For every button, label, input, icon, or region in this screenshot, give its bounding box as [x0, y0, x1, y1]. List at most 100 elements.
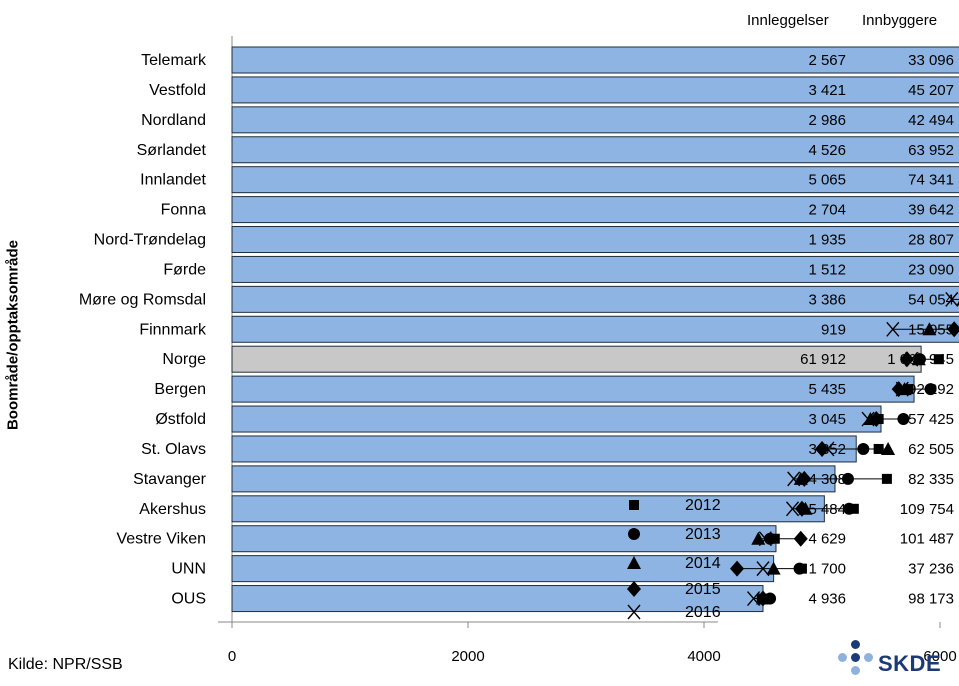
innbyggere-value: 109 754	[900, 501, 954, 518]
innleggelser-value: 2 986	[808, 112, 846, 129]
marker-circle	[843, 502, 856, 515]
bar	[231, 226, 959, 254]
marker-triangle	[751, 531, 766, 545]
innbyggere-value: 82 335	[908, 471, 954, 488]
marker-x	[758, 531, 772, 547]
innleggelser-value: 3 045	[808, 411, 846, 428]
bar	[231, 555, 775, 583]
marker-circle	[924, 383, 937, 396]
category-label: St. Olavs	[141, 441, 206, 458]
category-label: Vestre Viken	[116, 531, 206, 548]
category-label: UNN	[171, 561, 206, 578]
logo-dot	[851, 666, 860, 675]
marker-circle	[793, 562, 806, 575]
innleggelser-value: 61 912	[800, 351, 846, 368]
category-label: Østfold	[155, 411, 206, 428]
innleggelser-value: 3 421	[808, 82, 846, 99]
marker-diamond	[756, 590, 770, 607]
marker-circle	[857, 442, 870, 455]
marker-triangle	[922, 322, 937, 336]
marker-square	[933, 354, 944, 365]
marker-x	[756, 561, 770, 577]
innbyggere-value: 37 236	[908, 561, 954, 578]
innbyggere-value: 57 425	[908, 411, 954, 428]
bar	[231, 166, 959, 194]
bar	[231, 495, 825, 523]
marker-x	[787, 471, 801, 487]
legend-marker-square	[629, 500, 639, 510]
innleggelser-value: 4 629	[808, 531, 846, 548]
y-axis-label: Boområde/opptaksområde	[4, 239, 22, 431]
innleggelser-value: 3 386	[808, 291, 846, 308]
innleggelser-value: 1 935	[808, 232, 846, 249]
bar	[231, 136, 959, 164]
innbyggere-value: 45 207	[908, 82, 954, 99]
innbyggere-value: 98 173	[908, 591, 954, 608]
bar	[231, 405, 882, 433]
innbyggere-value: 15 055	[908, 321, 954, 338]
category-label: Akershus	[139, 501, 206, 518]
logo-dot	[851, 653, 860, 662]
innleggelser-value: 3 352	[808, 441, 846, 458]
marker-circle	[897, 413, 910, 426]
marker-square	[881, 473, 892, 484]
innleggelser-value: 1 700	[808, 561, 846, 578]
legend-label: 2016	[685, 604, 721, 621]
bar	[231, 255, 959, 283]
innleggelser-value: 919	[821, 321, 846, 338]
legend-marker-x	[627, 604, 641, 620]
logo-dot	[851, 640, 860, 649]
innbyggere-value: 33 096	[908, 52, 954, 69]
marker-x	[905, 351, 919, 367]
x-tick-label: 2000	[451, 648, 484, 665]
marker-square	[873, 443, 884, 454]
legend-label: 2012	[685, 497, 721, 514]
innleggelser-value: 2 567	[808, 52, 846, 69]
legend-label: 2015	[685, 581, 721, 598]
marker-diamond	[730, 560, 745, 577]
marker-diamond	[869, 411, 884, 428]
innleggelser-value: 2 704	[808, 202, 846, 219]
bar	[231, 435, 857, 463]
marker-x	[945, 291, 959, 307]
innleggelser-value: 5 484	[808, 501, 846, 518]
innleggelser-value: 1 512	[808, 261, 846, 278]
bar	[231, 76, 959, 104]
category-label: Førde	[163, 261, 206, 278]
category-label: Bergen	[154, 381, 206, 398]
marker-triangle	[956, 300, 959, 306]
category-label: Fonna	[161, 202, 206, 219]
legend-label: 2014	[685, 555, 721, 572]
category-label: OUS	[171, 591, 206, 608]
innleggelser-value: 4 526	[808, 142, 846, 159]
innbyggere-value: 101 487	[900, 531, 954, 548]
innleggelser-value: 4 308	[808, 471, 846, 488]
category-label: Innlandet	[140, 172, 206, 189]
marker-x	[895, 381, 909, 397]
legend-marker-diamond	[627, 581, 641, 597]
marker-diamond	[793, 530, 808, 547]
innbyggere-value: 92 292	[908, 381, 954, 398]
innbyggere-value: 54 054	[908, 291, 954, 308]
marker-diamond	[947, 321, 959, 338]
bar	[231, 585, 764, 613]
category-label: Norge	[162, 351, 206, 368]
x-tick-label: 0	[228, 648, 236, 665]
x-tick-label: 4000	[687, 648, 720, 665]
marker-diamond	[794, 500, 809, 517]
marker-triangle	[881, 441, 896, 455]
category-label: Telemark	[141, 52, 207, 69]
innbyggere-value: 39 642	[908, 202, 954, 219]
marker-triangle	[911, 352, 926, 366]
innbyggere-value: 23 090	[908, 261, 954, 278]
marker-diamond	[797, 470, 812, 487]
bar	[231, 106, 959, 134]
bar	[231, 525, 777, 553]
category-label: Sørlandet	[137, 142, 207, 159]
marker-x	[747, 591, 761, 607]
legend-label: 2013	[685, 526, 721, 543]
source-note: Kilde: NPR/SSB	[8, 656, 123, 673]
category-label: Nordland	[141, 112, 206, 129]
legend-marker-circle	[628, 528, 640, 540]
legend-marker-triangle	[627, 556, 641, 569]
